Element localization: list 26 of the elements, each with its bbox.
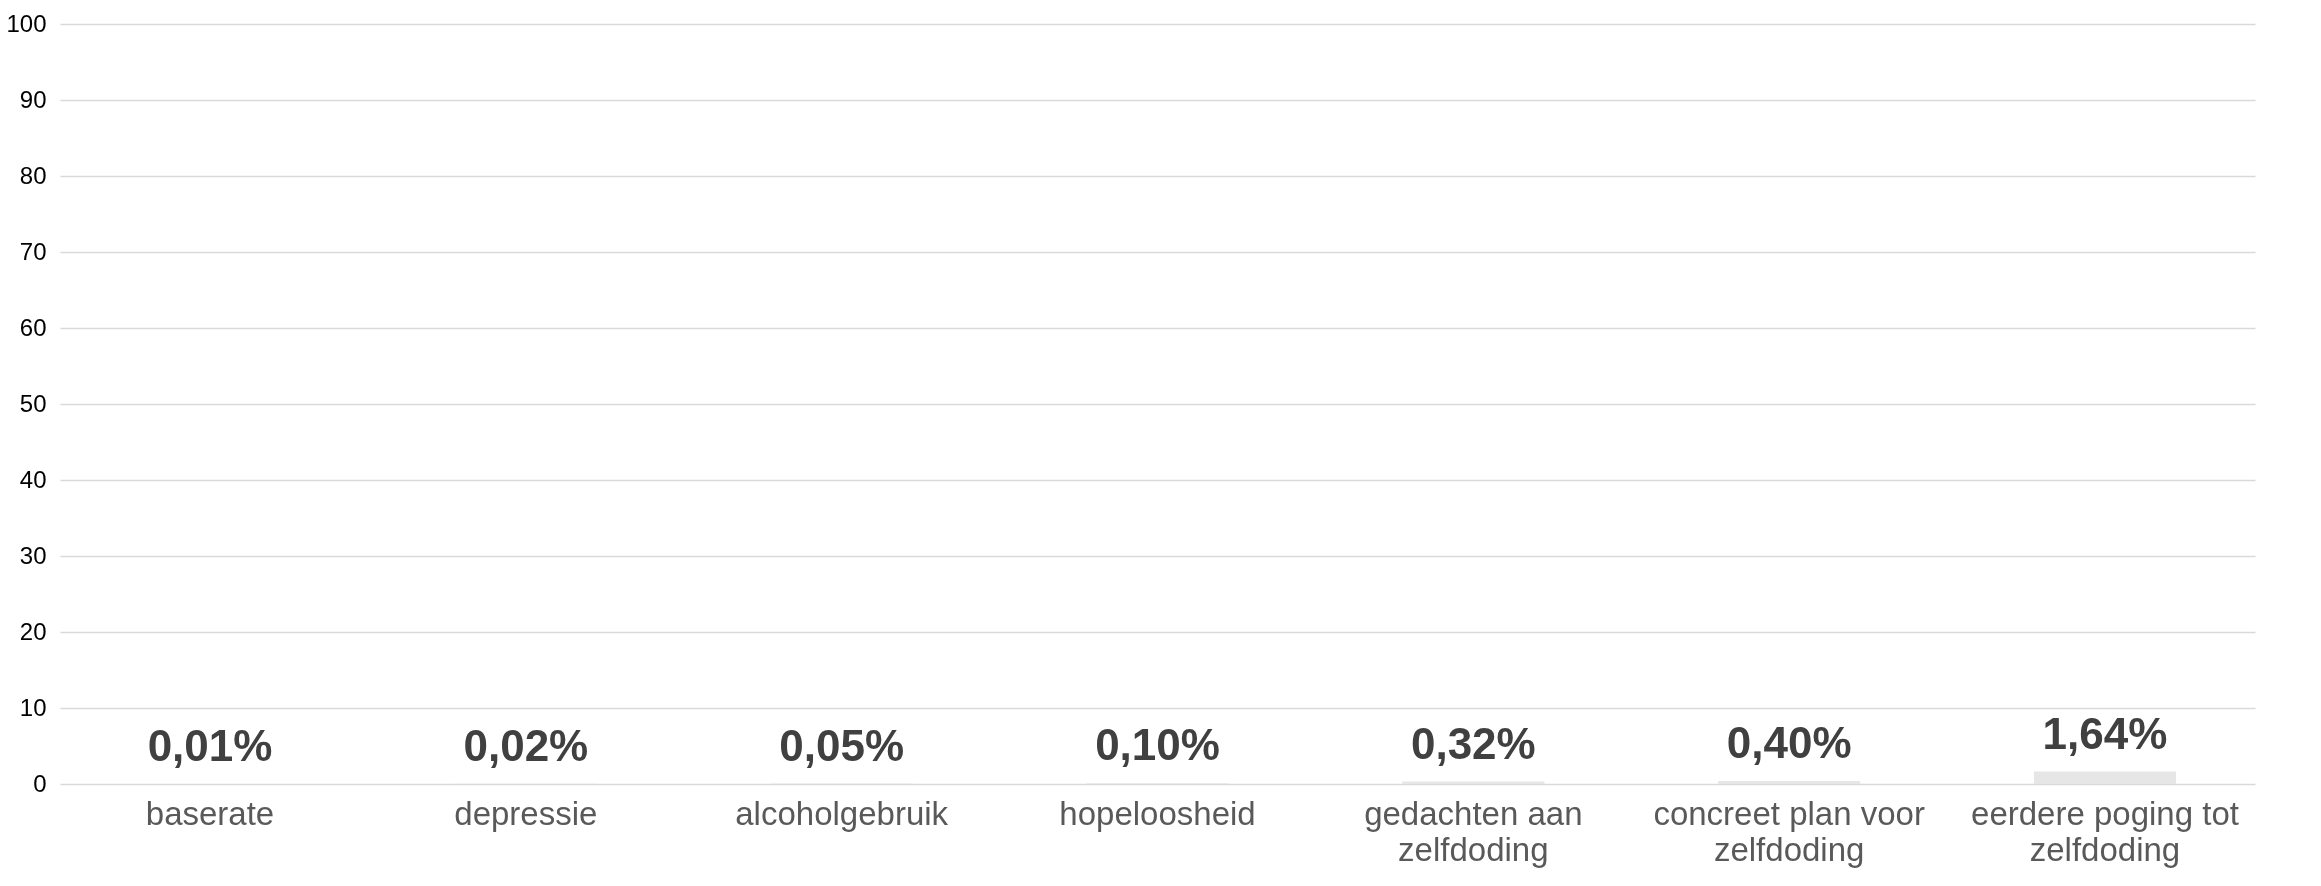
x-tick-label: gedachten aan zelfdoding [1364,794,1583,868]
data-label: 0,05% [779,720,905,770]
y-tick-label: 30 [19,541,47,569]
y-tick-label: 20 [19,617,47,645]
x-tick-label: depressie [454,794,598,832]
data-label: 0,40% [1726,717,1852,767]
x-tick-label: concreet plan voor zelfdoding [1653,794,1925,868]
bar [2033,771,2177,784]
x-tick-label: baserate [145,794,275,832]
y-tick-label: 80 [19,161,47,189]
y-tick-label: 40 [19,465,47,493]
y-tick-label: 10 [19,693,47,721]
x-tick-label: eerdere poging tot zelfdoding [1971,794,2239,868]
data-label: 1,64% [2042,708,2168,758]
y-tick-label: 70 [19,237,47,265]
y-tick-label: 50 [19,389,47,417]
y-tick-label: 90 [19,85,47,113]
data-label: 0,01% [147,720,273,770]
y-tick-label: 100 [6,9,47,37]
y-tick-label: 0 [33,769,47,797]
data-label: 0,10% [1095,720,1220,770]
x-tick-label: hopeloosheid [1059,794,1256,832]
y-tick-label: 60 [19,313,47,341]
x-tick-label: alcoholgebruik [735,794,949,832]
data-label: 0,32% [1410,718,1536,768]
data-label: 0,02% [463,720,589,770]
